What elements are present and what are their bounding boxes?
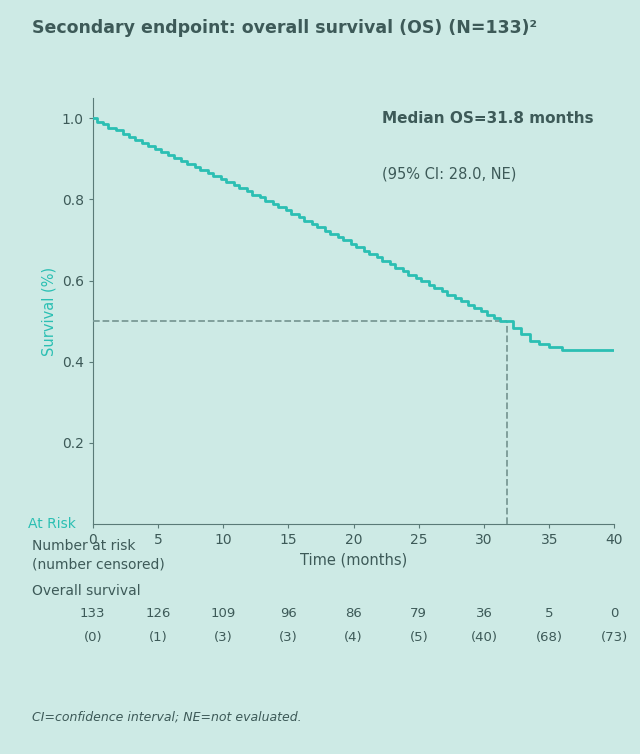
Y-axis label: Survival (%): Survival (%) — [41, 266, 56, 356]
Text: 0: 0 — [610, 607, 619, 620]
Text: 96: 96 — [280, 607, 297, 620]
Text: CI=confidence interval; NE=not evaluated.: CI=confidence interval; NE=not evaluated… — [32, 710, 301, 723]
Text: Secondary endpoint: overall survival (OS) (N=133)²: Secondary endpoint: overall survival (OS… — [32, 19, 537, 37]
X-axis label: Time (months): Time (months) — [300, 553, 407, 568]
Text: (0): (0) — [83, 631, 102, 644]
Text: (3): (3) — [214, 631, 232, 644]
Text: 86: 86 — [345, 607, 362, 620]
Text: (73): (73) — [601, 631, 628, 644]
Text: 5: 5 — [545, 607, 554, 620]
Text: At Risk: At Risk — [28, 517, 76, 531]
Text: Number at risk
(number censored): Number at risk (number censored) — [32, 539, 164, 572]
Text: 126: 126 — [145, 607, 171, 620]
Text: Median OS=31.8 months: Median OS=31.8 months — [382, 111, 594, 126]
Text: (40): (40) — [470, 631, 497, 644]
Text: (3): (3) — [279, 631, 298, 644]
Text: 133: 133 — [80, 607, 106, 620]
Text: (95% CI: 28.0, NE): (95% CI: 28.0, NE) — [382, 166, 516, 181]
Text: Overall survival: Overall survival — [32, 584, 141, 599]
Text: (68): (68) — [536, 631, 563, 644]
Text: 36: 36 — [476, 607, 492, 620]
Text: (1): (1) — [148, 631, 168, 644]
Text: 109: 109 — [211, 607, 236, 620]
Text: 79: 79 — [410, 607, 428, 620]
Text: (4): (4) — [344, 631, 363, 644]
Text: (5): (5) — [410, 631, 428, 644]
